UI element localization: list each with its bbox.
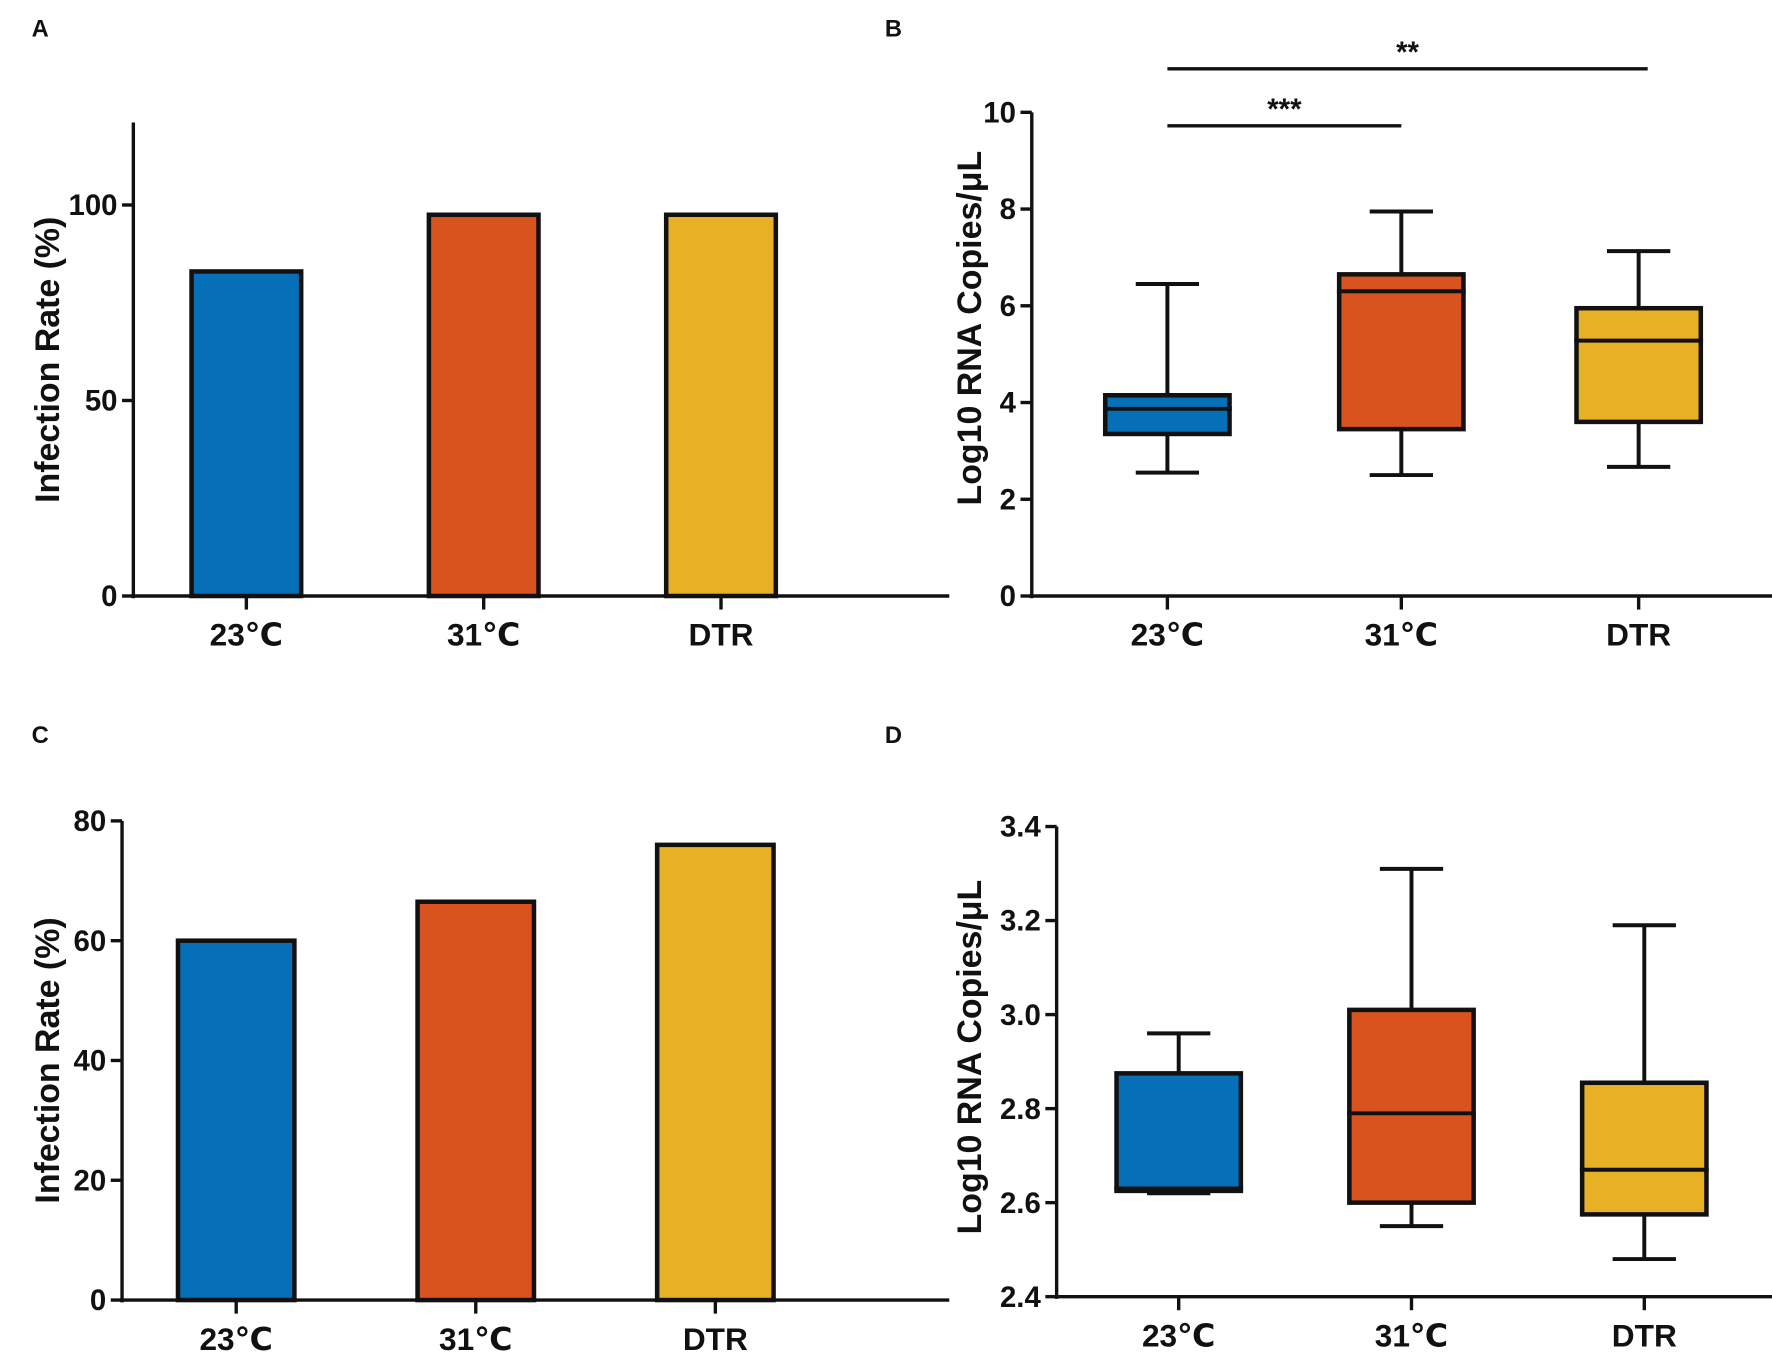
box-0	[1102, 393, 1232, 437]
panel-c: C 0 20 40 60 80 Infection Rate (%) 23℃ 31℃ DTR	[29, 723, 950, 1357]
box-2	[1579, 1080, 1709, 1217]
x-tick-label: DTR	[689, 617, 754, 653]
y-axis-label: Log10 RNA Copies/μL	[951, 151, 989, 506]
y-tick-label: 8	[1000, 193, 1016, 226]
bar-1	[415, 899, 537, 1303]
y-tick-label: 3.2	[1000, 905, 1041, 938]
significance-label: ***	[1267, 93, 1302, 126]
panel-label: C	[32, 723, 49, 749]
box-2	[1574, 305, 1704, 425]
y-tick-label: 2.6	[1000, 1187, 1041, 1220]
y-tick-label: 0	[90, 1284, 106, 1317]
x-tick-label: 23℃	[1131, 617, 1204, 653]
y-tick-label: 0	[1000, 580, 1016, 613]
x-tick-label: 31℃	[1375, 1317, 1448, 1353]
panel-label: A	[32, 17, 49, 43]
x-tick-label: 31℃	[447, 617, 520, 653]
y-tick-label: 4	[1000, 387, 1017, 420]
bar-1	[426, 212, 541, 599]
y-tick-label: 2	[1000, 483, 1016, 516]
y-tick-label: 3.0	[1000, 999, 1041, 1032]
x-tick-label: DTR	[683, 1321, 748, 1357]
x-tick-label: 23℃	[199, 1321, 272, 1357]
x-tick-label: 23℃	[210, 617, 283, 653]
y-tick-label: 2.8	[1000, 1093, 1041, 1126]
x-tick-label: DTR	[1606, 617, 1671, 653]
y-tick-label: 10	[983, 96, 1016, 129]
y-tick-label: 6	[1000, 290, 1016, 323]
y-tick-label: 2.4	[1000, 1281, 1041, 1314]
y-tick-label: 40	[74, 1045, 107, 1078]
x-tick-label: 31℃	[1365, 617, 1438, 653]
y-axis-label: Infection Rate (%)	[29, 217, 67, 503]
panel-d: D 2.4 2.6 2.8 3.0 3.2 3.4 Log10 RNA Copies/μL 23…	[885, 723, 1772, 1353]
y-tick-label: 80	[74, 805, 107, 838]
y-tick-label: 50	[85, 385, 118, 418]
significance-label: **	[1396, 36, 1419, 69]
box-1	[1336, 272, 1466, 432]
y-axis-label: Log10 RNA Copies/μL	[951, 880, 989, 1235]
y-tick-label: 0	[101, 580, 117, 613]
x-tick-label: DTR	[1612, 1317, 1677, 1353]
box-0	[1114, 1071, 1244, 1194]
y-tick-label: 100	[69, 189, 118, 222]
bar-2	[663, 212, 779, 599]
bar-2	[654, 842, 776, 1303]
panel-label: B	[885, 17, 902, 43]
x-tick-label: 23℃	[1142, 1317, 1215, 1353]
x-tick-label: 31℃	[439, 1321, 512, 1357]
y-tick-label: 20	[74, 1164, 107, 1197]
y-tick-label: 3.4	[1000, 811, 1041, 844]
y-axis-label: Infection Rate (%)	[29, 917, 67, 1203]
bar-0	[189, 269, 304, 599]
bar-0	[175, 938, 297, 1303]
panel-label: D	[885, 723, 902, 749]
y-tick-label: 60	[74, 925, 107, 958]
box-1	[1347, 1007, 1476, 1205]
